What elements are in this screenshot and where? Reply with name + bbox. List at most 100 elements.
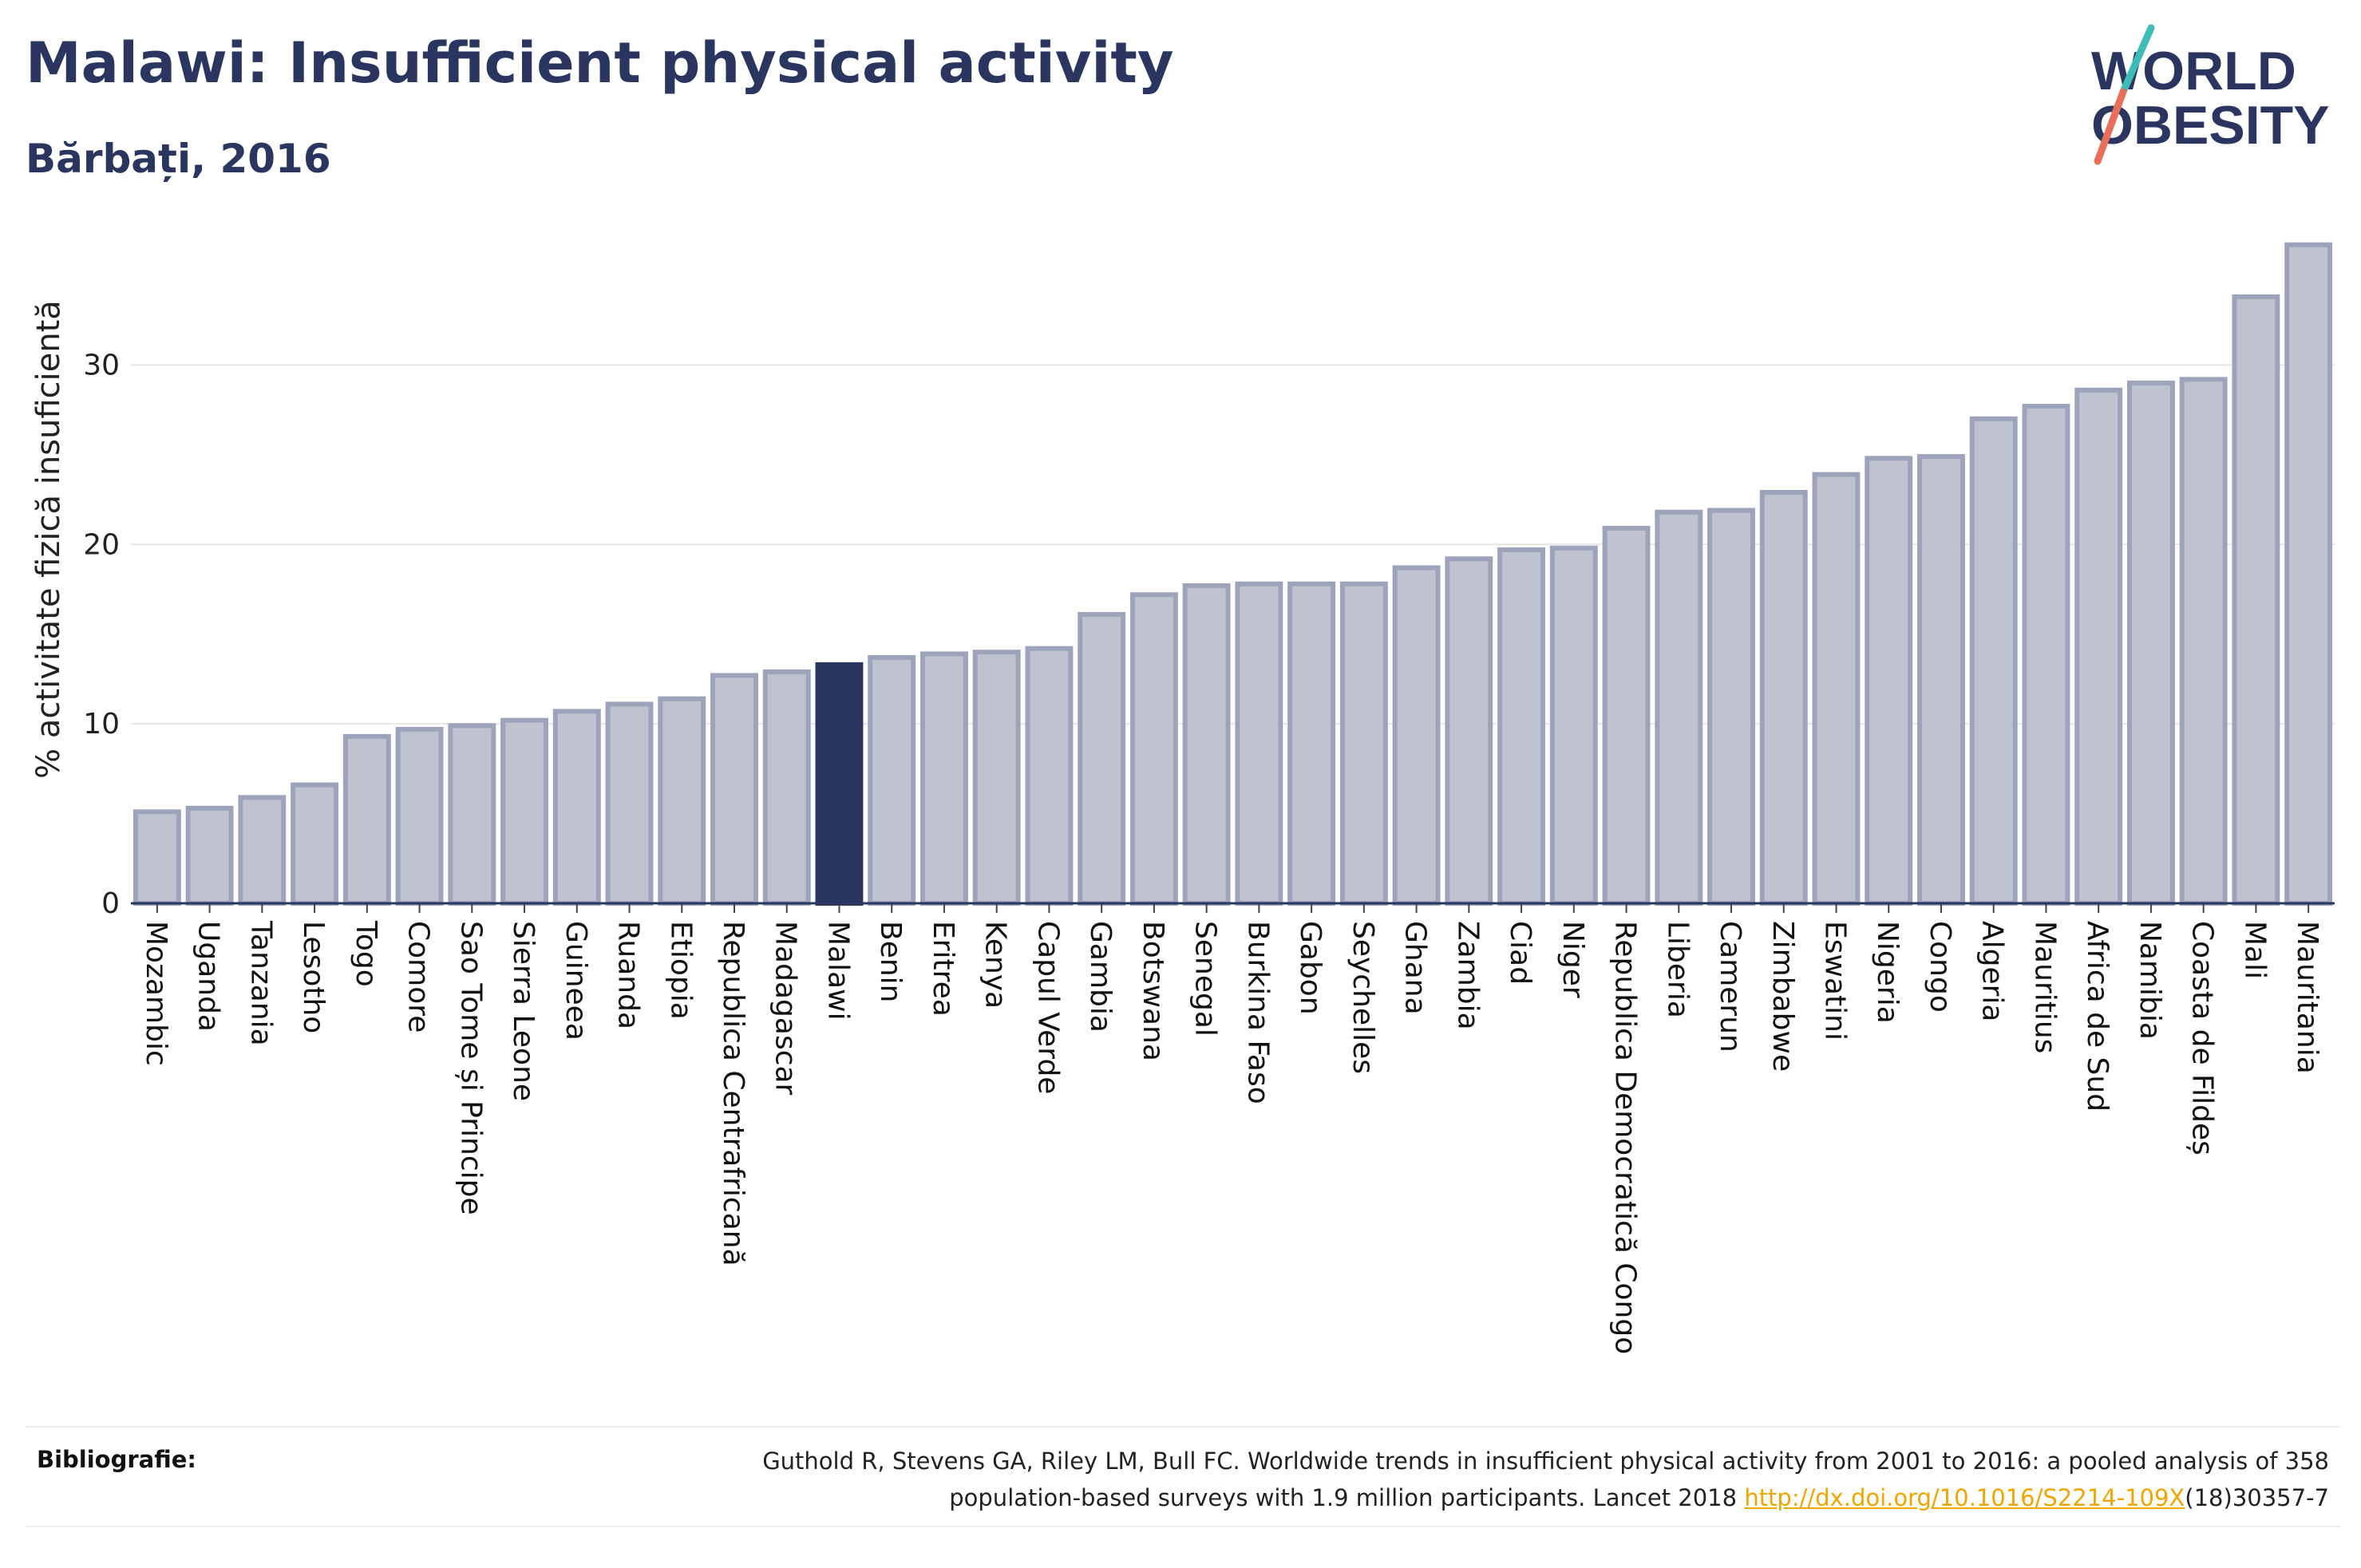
x-tick-label: Congo xyxy=(1924,921,1956,1013)
x-tick-label: Madagascar xyxy=(769,921,802,1096)
bar xyxy=(1969,416,2018,906)
x-tick-label: Mauritania xyxy=(2291,921,2323,1074)
bar xyxy=(1235,581,1283,906)
y-tick-label: 10 xyxy=(83,708,120,741)
bar xyxy=(1812,472,1861,906)
y-tick-label: 20 xyxy=(83,528,120,561)
bar xyxy=(500,717,548,906)
bar xyxy=(291,782,339,906)
x-tick-label: Zimbabwe xyxy=(1766,921,1799,1072)
x-tick-label: Mali xyxy=(2238,921,2271,979)
x-tick-label: Malawi xyxy=(821,921,854,1021)
x-tick-label: Lesotho xyxy=(297,921,330,1033)
x-tick-label: Ruanda xyxy=(612,921,645,1029)
bar xyxy=(1655,509,1703,906)
bar xyxy=(919,651,968,906)
bar xyxy=(1339,581,1388,906)
x-tick-label: Gambia xyxy=(1084,921,1117,1033)
bar xyxy=(1549,545,1598,906)
x-tick-label: Tanzania xyxy=(244,920,277,1046)
x-tick-label: Etiopia xyxy=(664,921,697,1020)
x-tick-label: Ciad xyxy=(1504,921,1536,985)
bar xyxy=(2179,377,2228,906)
x-tick-label: Ghana xyxy=(1399,921,1432,1015)
x-tick-label: Burkina Faso xyxy=(1241,921,1274,1104)
x-tick-label: Mozambic xyxy=(140,921,172,1066)
bar xyxy=(2022,404,2070,906)
x-tick-label: Eritrea xyxy=(927,921,959,1017)
bar xyxy=(2284,242,2333,906)
x-tick-label: Nigeria xyxy=(1871,921,1904,1024)
x-tick-label: Comore xyxy=(402,921,435,1033)
y-tick-label: 0 xyxy=(101,887,120,920)
bar xyxy=(1445,556,1493,906)
bar xyxy=(448,723,496,906)
y-tick-label: 30 xyxy=(83,349,120,381)
bar xyxy=(972,650,1021,906)
chart-subtitle: Bărbați, 2016 xyxy=(26,136,331,182)
bar xyxy=(1129,592,1178,906)
x-tick-label: Benin xyxy=(874,921,907,1002)
x-tick-label: Eswatini xyxy=(1818,921,1851,1041)
bar xyxy=(238,795,287,906)
x-tick-label: Sao Tome și Principe xyxy=(454,921,487,1215)
x-tick-label: Guineea xyxy=(560,921,592,1041)
x-tick-label: Africa de Sud xyxy=(2081,921,2114,1112)
bar xyxy=(1865,456,1913,906)
bar xyxy=(552,709,601,906)
x-tick-label: Coasta de Fildeș xyxy=(2186,921,2219,1155)
bar-chart: 0 10 20 30 % activitate fizică insuficientă M… xyxy=(30,242,2335,1354)
x-tick-label: Gabon xyxy=(1294,921,1327,1015)
logo-line2: OBESITY xyxy=(2091,95,2330,156)
bar xyxy=(1078,611,1126,906)
bar xyxy=(1759,490,1808,906)
chart-title: Malawi: Insufficient physical activity xyxy=(26,30,1174,96)
x-tick-label: Senegal xyxy=(1189,921,1222,1037)
bar xyxy=(1602,526,1651,906)
bibliography-label: Bibliografie: xyxy=(37,1446,196,1473)
bar xyxy=(1392,565,1441,906)
bibliography-text: Guthold R, Stevens GA, Riley LM, Bull FC… xyxy=(493,1443,2329,1516)
bar xyxy=(1497,547,1546,906)
bar xyxy=(1917,454,1965,906)
bar xyxy=(1707,508,1755,906)
x-tick-label: Camerun xyxy=(1714,921,1746,1053)
x-tick-label: Republica Democratică Congo xyxy=(1609,921,1642,1354)
bibliography-line2: population-based surveys with 1.9 millio… xyxy=(949,1484,1745,1511)
bar xyxy=(2126,380,2175,906)
bar xyxy=(710,673,758,906)
x-tick-label: Capul Verde xyxy=(1031,921,1064,1094)
x-tick-label: Kenya xyxy=(979,921,1012,1009)
bar xyxy=(815,662,864,906)
bar xyxy=(342,733,391,906)
bar xyxy=(868,654,916,906)
bar xyxy=(395,726,444,906)
x-tick-label: Republica Centrafricană xyxy=(717,921,749,1266)
world-obesity-logo: WORLD OBESITY xyxy=(2091,24,2330,165)
x-tick-label: Zambia xyxy=(1451,921,1484,1030)
bar xyxy=(1287,581,1336,906)
y-axis-label: % activitate fizică insuficientă xyxy=(30,300,67,779)
x-tick-label: Sierra Leone xyxy=(507,921,540,1101)
bar xyxy=(762,669,811,906)
bibliography-doi-link[interactable]: http://dx.doi.org/10.1016/S2214-109X xyxy=(1744,1484,2185,1511)
x-tick-label: Namibia xyxy=(2134,921,2166,1040)
x-tick-label: Mauritius xyxy=(2028,921,2061,1053)
bar xyxy=(2232,294,2280,906)
x-tick-label: Algeria xyxy=(1976,921,2009,1022)
bar xyxy=(658,696,706,906)
footer-divider-top xyxy=(26,1426,2340,1428)
bar xyxy=(1025,646,1074,906)
bar xyxy=(1182,583,1231,906)
x-tick-label: Togo xyxy=(350,920,382,987)
x-tick-label: Seychelles xyxy=(1347,921,1379,1074)
bar xyxy=(132,809,181,906)
x-tick-label: Niger xyxy=(1556,921,1589,998)
x-tick-label: Botswana xyxy=(1137,921,1169,1061)
bibliography-line1: Guthold R, Stevens GA, Riley LM, Bull FC… xyxy=(762,1448,2329,1475)
bar xyxy=(185,805,234,906)
x-tick-label: Uganda xyxy=(192,921,225,1032)
x-tick-label: Liberia xyxy=(1661,921,1694,1018)
bibliography-line3: (18)30357-7 xyxy=(2185,1484,2329,1511)
bar xyxy=(2074,387,2123,906)
